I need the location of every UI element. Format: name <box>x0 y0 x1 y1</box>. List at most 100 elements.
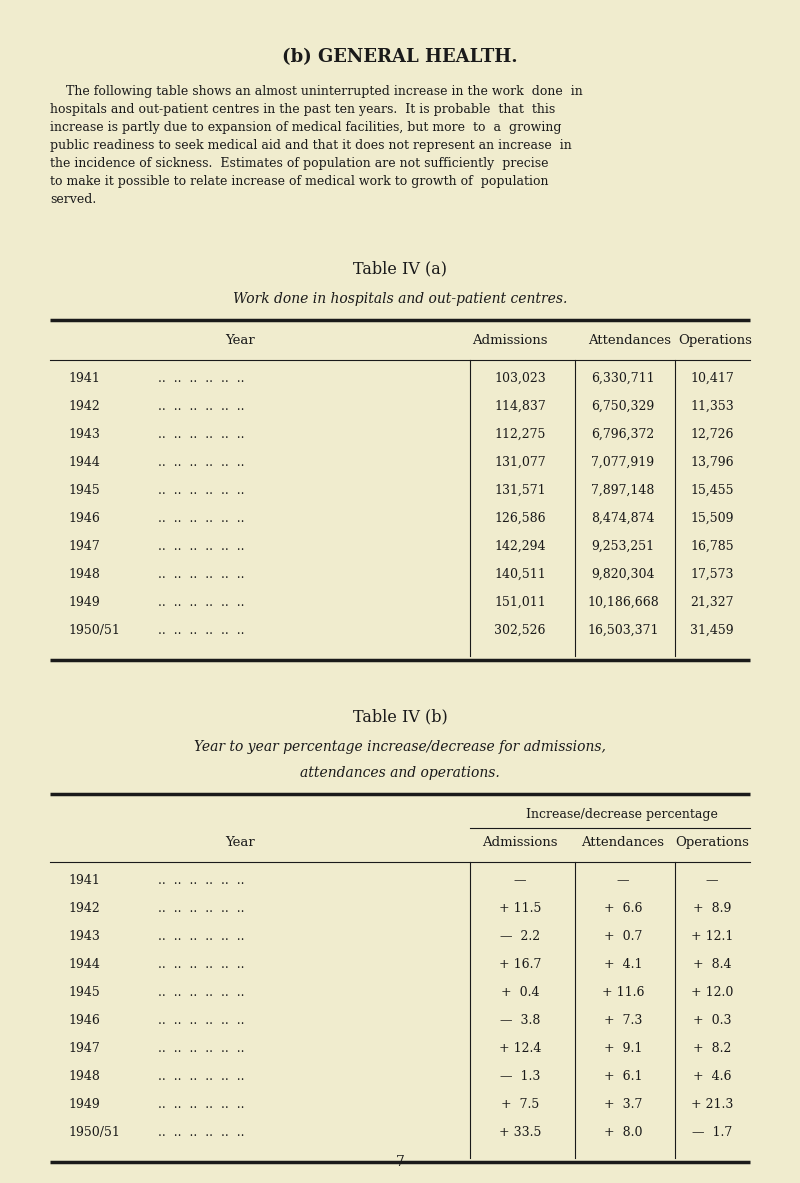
Text: increase is partly due to expansion of medical facilities, but more  to  a  grow: increase is partly due to expansion of m… <box>50 121 562 134</box>
Text: 112,275: 112,275 <box>494 428 546 441</box>
Text: 1948: 1948 <box>68 568 100 581</box>
Text: —  1.7: — 1.7 <box>692 1126 732 1139</box>
Text: ..  ..  ..  ..  ..  ..: .. .. .. .. .. .. <box>150 1126 245 1139</box>
Text: +  6.6: + 6.6 <box>604 901 642 914</box>
Text: —  1.3: — 1.3 <box>500 1069 540 1082</box>
Text: Attendances: Attendances <box>582 836 665 849</box>
Text: +  0.7: + 0.7 <box>604 930 642 943</box>
Text: served.: served. <box>50 193 96 206</box>
Text: + 33.5: + 33.5 <box>499 1126 541 1139</box>
Text: —  2.2: — 2.2 <box>500 930 540 943</box>
Text: 13,796: 13,796 <box>690 455 734 468</box>
Text: 1946: 1946 <box>68 1014 100 1027</box>
Text: 15,455: 15,455 <box>690 484 734 497</box>
Text: 21,327: 21,327 <box>690 596 734 609</box>
Text: 9,820,304: 9,820,304 <box>591 568 654 581</box>
Text: 31,459: 31,459 <box>690 623 734 636</box>
Text: Increase/decrease percentage: Increase/decrease percentage <box>526 808 718 821</box>
Text: +  0.3: + 0.3 <box>693 1014 731 1027</box>
Text: +  4.6: + 4.6 <box>693 1069 731 1082</box>
Text: ..  ..  ..  ..  ..  ..: .. .. .. .. .. .. <box>150 901 245 914</box>
Text: Attendances: Attendances <box>589 334 671 347</box>
Text: public readiness to seek medical aid and that it does not represent an increase : public readiness to seek medical aid and… <box>50 138 572 151</box>
Text: ..  ..  ..  ..  ..  ..: .. .. .. .. .. .. <box>150 539 245 552</box>
Text: 126,586: 126,586 <box>494 512 546 525</box>
Text: 1949: 1949 <box>68 1098 100 1111</box>
Text: ..  ..  ..  ..  ..  ..: .. .. .. .. .. .. <box>150 400 245 413</box>
Text: —: — <box>617 874 630 887</box>
Text: + 16.7: + 16.7 <box>499 958 541 971</box>
Text: 1941: 1941 <box>68 874 100 887</box>
Text: 16,785: 16,785 <box>690 539 734 552</box>
Text: ..  ..  ..  ..  ..  ..: .. .. .. .. .. .. <box>150 1098 245 1111</box>
Text: + 21.3: + 21.3 <box>691 1098 733 1111</box>
Text: The following table shows an almost uninterrupted increase in the work  done  in: The following table shows an almost unin… <box>50 85 582 98</box>
Text: 1947: 1947 <box>68 1042 100 1055</box>
Text: ..  ..  ..  ..  ..  ..: .. .. .. .. .. .. <box>150 930 245 943</box>
Text: Table IV (a): Table IV (a) <box>353 260 447 277</box>
Text: 10,417: 10,417 <box>690 371 734 384</box>
Text: 1950/51: 1950/51 <box>68 1126 120 1139</box>
Text: + 11.5: + 11.5 <box>499 901 541 914</box>
Text: 1942: 1942 <box>68 400 100 413</box>
Text: 1943: 1943 <box>68 930 100 943</box>
Text: + 12.1: + 12.1 <box>691 930 733 943</box>
Text: hospitals and out-patient centres in the past ten years.  It is probable  that  : hospitals and out-patient centres in the… <box>50 103 555 116</box>
Text: + 11.6: + 11.6 <box>602 985 644 998</box>
Text: 302,526: 302,526 <box>494 623 546 636</box>
Text: 1941: 1941 <box>68 371 100 384</box>
Text: 11,353: 11,353 <box>690 400 734 413</box>
Text: ..  ..  ..  ..  ..  ..: .. .. .. .. .. .. <box>150 1014 245 1027</box>
Text: Year to year percentage increase/decrease for admissions,: Year to year percentage increase/decreas… <box>194 741 606 754</box>
Text: + 12.4: + 12.4 <box>499 1042 541 1055</box>
Text: 1945: 1945 <box>68 484 100 497</box>
Text: +  8.9: + 8.9 <box>693 901 731 914</box>
Text: Year: Year <box>225 836 255 849</box>
Text: Operations: Operations <box>675 836 749 849</box>
Text: 103,023: 103,023 <box>494 371 546 384</box>
Text: ..  ..  ..  ..  ..  ..: .. .. .. .. .. .. <box>150 512 245 525</box>
Text: ..  ..  ..  ..  ..  ..: .. .. .. .. .. .. <box>150 623 245 636</box>
Text: 12,726: 12,726 <box>690 428 734 441</box>
Text: ..  ..  ..  ..  ..  ..: .. .. .. .. .. .. <box>150 1069 245 1082</box>
Text: ..  ..  ..  ..  ..  ..: .. .. .. .. .. .. <box>150 958 245 971</box>
Text: 7,897,148: 7,897,148 <box>591 484 654 497</box>
Text: 1945: 1945 <box>68 985 100 998</box>
Text: 7,077,919: 7,077,919 <box>591 455 654 468</box>
Text: Work done in hospitals and out-patient centres.: Work done in hospitals and out-patient c… <box>233 292 567 306</box>
Text: +  7.5: + 7.5 <box>501 1098 539 1111</box>
Text: +  8.2: + 8.2 <box>693 1042 731 1055</box>
Text: +  7.3: + 7.3 <box>604 1014 642 1027</box>
Text: 1948: 1948 <box>68 1069 100 1082</box>
Text: to make it possible to relate increase of medical work to growth of  population: to make it possible to relate increase o… <box>50 175 549 188</box>
Text: 1947: 1947 <box>68 539 100 552</box>
Text: ..  ..  ..  ..  ..  ..: .. .. .. .. .. .. <box>150 371 245 384</box>
Text: —: — <box>706 874 718 887</box>
Text: +  8.4: + 8.4 <box>693 958 731 971</box>
Text: Admissions: Admissions <box>482 836 558 849</box>
Text: Operations: Operations <box>678 334 752 347</box>
Text: 1944: 1944 <box>68 455 100 468</box>
Text: —: — <box>514 874 526 887</box>
Text: ..  ..  ..  ..  ..  ..: .. .. .. .. .. .. <box>150 1042 245 1055</box>
Text: ..  ..  ..  ..  ..  ..: .. .. .. .. .. .. <box>150 568 245 581</box>
Text: (b) GENERAL HEALTH.: (b) GENERAL HEALTH. <box>282 49 518 66</box>
Text: + 12.0: + 12.0 <box>691 985 733 998</box>
Text: 1944: 1944 <box>68 958 100 971</box>
Text: 1949: 1949 <box>68 596 100 609</box>
Text: 8,474,874: 8,474,874 <box>591 512 654 525</box>
Text: 10,186,668: 10,186,668 <box>587 596 659 609</box>
Text: ..  ..  ..  ..  ..  ..: .. .. .. .. .. .. <box>150 484 245 497</box>
Text: ..  ..  ..  ..  ..  ..: .. .. .. .. .. .. <box>150 874 245 887</box>
Text: 140,511: 140,511 <box>494 568 546 581</box>
Text: 1943: 1943 <box>68 428 100 441</box>
Text: 131,077: 131,077 <box>494 455 546 468</box>
Text: 6,330,711: 6,330,711 <box>591 371 655 384</box>
Text: 151,011: 151,011 <box>494 596 546 609</box>
Text: ..  ..  ..  ..  ..  ..: .. .. .. .. .. .. <box>150 455 245 468</box>
Text: Year: Year <box>225 334 255 347</box>
Text: 1950/51: 1950/51 <box>68 623 120 636</box>
Text: 17,573: 17,573 <box>690 568 734 581</box>
Text: +  9.1: + 9.1 <box>604 1042 642 1055</box>
Text: Table IV (b): Table IV (b) <box>353 707 447 725</box>
